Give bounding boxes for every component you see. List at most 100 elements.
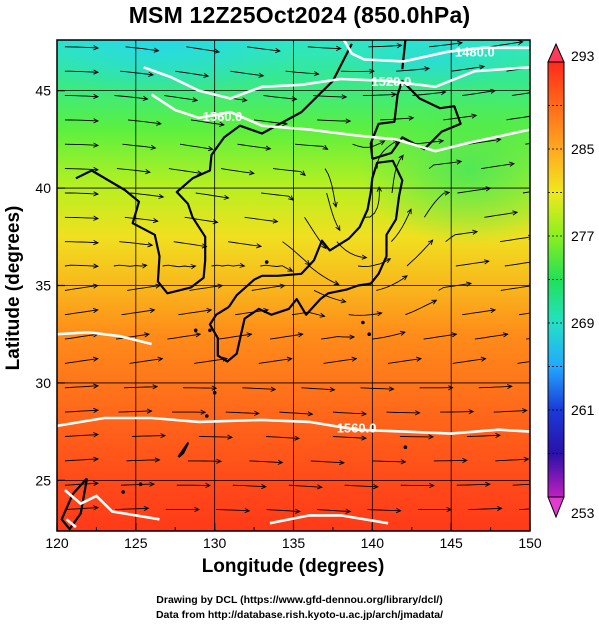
streamline-arrowhead [540,89,545,93]
island [205,414,209,418]
credit-drawing: Drawing by DCL (https://www.gfd-dennou.o… [156,594,443,606]
streamline-arrowhead [93,407,100,413]
streamline-arrowhead [480,356,487,362]
streamline-arrowhead [244,508,251,514]
streamline-arrowhead [146,408,153,414]
streamline [440,411,474,413]
streamline-arrowhead [143,505,150,511]
streamline-arrowhead [509,161,516,167]
streamline [380,117,414,121]
x-tick-label: 135 [282,535,306,551]
streamline [511,92,530,96]
streamline-arrowhead [248,170,255,176]
height-contour [342,40,530,63]
streamline-arrowhead [239,262,246,268]
height-contours [57,40,530,529]
streamline [506,115,530,121]
streamline [376,275,408,291]
streamline [228,241,262,247]
streamline [500,285,530,291]
streamline-arrowhead [507,383,513,390]
colorbar-tick-label: 277 [571,228,595,244]
streamline-arrowhead [93,215,100,221]
island [121,490,125,494]
streamline [225,411,259,414]
streamline [263,95,297,100]
streamline [64,285,98,291]
streamline [218,333,252,340]
y-axis-label: Latitude (degrees) [3,205,24,371]
streamline-arrowhead [93,93,100,100]
streamline-arrowhead [376,186,382,192]
streamline-arrowhead [468,409,475,415]
streamline [517,361,530,364]
streamline [332,411,367,415]
streamline [288,484,322,488]
streamline-arrowhead [313,71,320,77]
streamline [186,46,220,53]
streamline-arrowhead [490,307,497,314]
streamline [336,241,367,259]
streamline [64,95,99,98]
streamline-arrowhead [254,410,260,416]
streamline-arrowhead [332,201,338,208]
x-tick-label: 140 [361,535,385,551]
streamline [168,168,202,174]
streamline-arrowhead [396,43,403,49]
streamline-arrowhead [279,283,286,289]
streamline [266,509,300,512]
streamline-arrowhead [93,142,100,148]
streamline-arrowhead [93,45,100,51]
streamline-arrowhead [195,332,202,338]
streamline-arrowhead [241,97,248,103]
streamline [249,460,283,464]
x-tick-label: 145 [439,535,463,551]
streamline [457,187,491,194]
streamline [495,458,529,462]
streamline [456,483,490,486]
streamline [352,140,385,148]
streamline-arrowhead [361,411,368,417]
y-tick-label: 40 [35,180,51,196]
streamline [242,387,276,390]
streamline [116,333,150,340]
streamline-arrowhead [223,194,230,200]
streamline [360,387,394,390]
streamline-arrowhead [211,385,218,391]
streamline [332,436,367,439]
streamline [386,411,420,414]
streamline [190,119,224,126]
streamline [130,192,164,198]
streamline [317,509,351,512]
streamline [395,67,430,72]
streamline-arrowhead [479,64,486,70]
streamline-arrowhead [214,48,221,54]
streamline [313,289,346,303]
streamline [326,192,341,231]
streamline-arrowhead [287,267,294,272]
streamline [261,192,294,201]
streamline-arrowhead [451,332,458,338]
streamline [64,70,99,73]
streamline [388,358,422,364]
streamline-arrowhead [440,89,447,96]
height-contour [64,489,160,521]
streamline-arrowhead [149,307,156,314]
streamline-arrowhead [160,433,167,439]
streamline-arrowhead [93,383,100,389]
colorbar: 293 285 277 269 261 253 [547,42,595,521]
streamline [512,483,530,486]
streamline-arrowhead [258,72,265,78]
graticule [57,40,530,531]
streamline [194,358,228,364]
streamline [120,70,154,76]
contour-label: 1520.0 [371,74,411,89]
streamline [455,260,489,267]
streamline [64,168,99,171]
streamline-arrowhead [496,505,503,512]
streamline [131,435,166,437]
island [361,320,365,325]
streamline [272,168,306,176]
streamline-arrowhead [194,506,200,513]
streamline [118,410,152,413]
